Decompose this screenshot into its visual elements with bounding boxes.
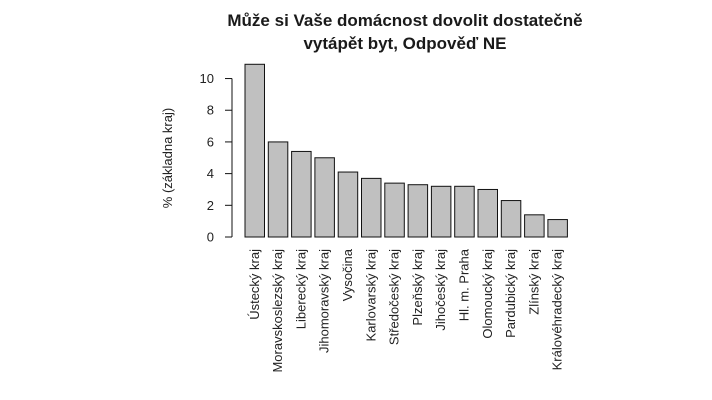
- y-tick-label: 0: [207, 230, 214, 245]
- category-label: Středočeský kraj: [387, 249, 402, 345]
- bar: [337, 171, 359, 238]
- y-tick-label: 6: [207, 134, 214, 149]
- bar: [500, 200, 522, 238]
- chart-title-line-2: vytápět byt, Odpověď NE: [303, 34, 506, 53]
- bar: [244, 63, 265, 238]
- y-tick-label: 2: [207, 198, 214, 213]
- bar: [430, 185, 452, 238]
- category-label: Plzeňský kraj: [410, 249, 425, 326]
- category-labels: Ústecký kraj Moravskoslezský kraj Libereck…: [247, 248, 565, 372]
- category-label: Vysočina: [340, 248, 355, 301]
- y-tick-label: 10: [200, 71, 214, 86]
- bar: [314, 157, 335, 238]
- bar: [407, 184, 429, 238]
- category-label: Karlovarský kraj: [363, 249, 378, 342]
- bar: [547, 219, 568, 238]
- bar: [361, 177, 382, 238]
- category-label: Olomoucký kraj: [480, 249, 495, 339]
- bar: [524, 214, 545, 238]
- category-label: Zlínský kraj: [526, 249, 541, 315]
- y-tick-label: 8: [207, 103, 214, 118]
- category-label: Moravskoslezský kraj: [270, 249, 285, 373]
- category-label: Hl. m. Praha: [456, 248, 471, 321]
- bar: [291, 150, 312, 238]
- y-tick-label: 4: [207, 166, 214, 181]
- bar: [384, 182, 405, 238]
- category-label: Královéhradecký kraj: [550, 249, 565, 370]
- y-axis-label: % (základna kraj): [160, 108, 175, 208]
- category-label: Jihomoravský kraj: [317, 249, 332, 353]
- bar: [477, 188, 498, 238]
- category-label: Pardubický kraj: [503, 249, 518, 338]
- category-label: Liberecký kraj: [293, 249, 308, 329]
- category-label: Ústecký kraj: [247, 249, 262, 320]
- bar: [267, 141, 289, 238]
- bar: [454, 185, 475, 238]
- category-label: Jihočeský kraj: [433, 249, 448, 331]
- bars: [244, 63, 568, 238]
- chart-title-line-1: Může si Vaše domácnost dovolit dostatečn…: [227, 11, 582, 30]
- y-axis: 0 2 4 6 8 10: [200, 71, 233, 245]
